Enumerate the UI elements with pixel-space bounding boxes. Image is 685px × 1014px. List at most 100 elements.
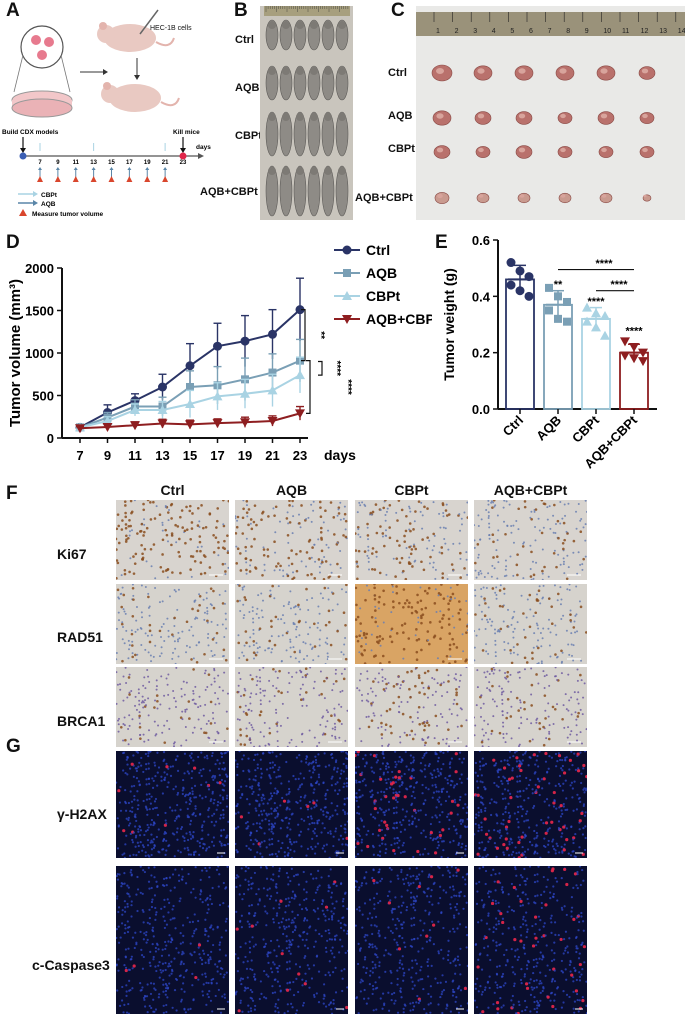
nucleus [365,643,368,646]
dapi-nucleus [400,783,403,786]
nucleus [441,715,444,718]
dapi-nucleus [310,762,313,765]
nucleus [510,531,513,534]
dapi-nucleus [218,943,221,947]
nucleus [420,560,423,564]
dapi-nucleus [459,834,462,837]
dapi-nucleus [460,846,463,849]
nucleus [522,541,525,544]
dapi-nucleus [191,935,194,938]
dapi-nucleus [479,780,482,783]
nucleus [128,714,131,717]
nucleus [410,606,414,609]
dapi-nucleus [136,888,140,891]
nucleus [288,741,291,744]
nucleus [282,575,285,578]
dapi-nucleus [239,999,242,1002]
nucleus [474,589,477,592]
nucleus [565,708,568,711]
nucleus [509,673,512,676]
nucleus [574,614,577,617]
dapi-nucleus [484,846,487,850]
dapi-nucleus [127,947,130,950]
tumor-highlight [642,147,648,153]
dapi-nucleus [254,779,257,782]
nucleus [537,517,540,520]
nucleus [387,682,390,684]
dapi-nucleus [222,761,225,764]
nucleus [249,702,252,705]
nucleus [569,613,572,616]
nucleus [466,612,468,615]
dapi-nucleus [465,811,468,814]
ruler-number: 7 [548,28,552,35]
dapi-nucleus [312,760,315,763]
dapi-nucleus [147,880,151,883]
nucleus [495,705,498,708]
dapi-nucleus [299,772,302,775]
red-signal [504,837,508,841]
nucleus [222,524,226,528]
dapi-nucleus [437,756,440,759]
nucleus [439,593,442,596]
dapi-nucleus [391,770,394,774]
dapi-nucleus [134,836,138,839]
dapi-nucleus [546,830,549,833]
nucleus [484,676,487,679]
nucleus [518,671,521,674]
data-point [620,337,630,347]
ihc-image-0-3 [474,500,587,580]
dapi-nucleus [256,921,259,924]
nucleus [309,643,312,646]
nucleus [563,572,566,575]
mouse-top-icon [97,9,175,52]
ihc-image-2-3 [474,667,587,747]
nucleus [275,687,278,690]
nucleus [249,741,252,744]
significance-label: ** [315,331,326,339]
nucleus [207,633,210,636]
nucleus [331,609,334,612]
nucleus [481,745,484,747]
nucleus [516,553,519,556]
nucleus [474,659,476,662]
nucleus [542,743,546,747]
nucleus [185,651,188,654]
nucleus [255,612,258,615]
nucleus [477,571,480,574]
dapi-nucleus [357,765,360,768]
nucleus [384,728,387,731]
nucleus [537,589,541,592]
red-signal [505,846,509,850]
dapi-nucleus [216,781,220,785]
nucleus [355,603,358,607]
dapi-nucleus [437,790,440,793]
dapi-nucleus [248,923,251,926]
dapi-nucleus [300,783,304,786]
nucleus [205,591,208,594]
nucleus [507,608,510,611]
dapi-nucleus [578,846,581,849]
nucleus [554,532,557,535]
nucleus [567,726,570,729]
dapi-nucleus [237,957,240,960]
dapi-nucleus [175,817,178,820]
dapi-nucleus [276,939,279,942]
dapi-nucleus [181,835,185,838]
nucleus [426,592,429,595]
nucleus [249,518,253,521]
dapi-nucleus [223,767,227,770]
nucleus [238,671,241,674]
dapi-nucleus [193,784,197,788]
nucleus [134,704,137,707]
x-tick-label: AQB [533,413,564,444]
nucleus [164,569,168,572]
nucleus [159,703,162,706]
dapi-nucleus [194,850,197,853]
dapi-nucleus [242,769,245,773]
dapi-nucleus [168,806,172,809]
dapi-nucleus [268,798,271,801]
nucleus [368,568,371,571]
dapi-nucleus [176,793,179,796]
arrow-head [163,167,168,170]
